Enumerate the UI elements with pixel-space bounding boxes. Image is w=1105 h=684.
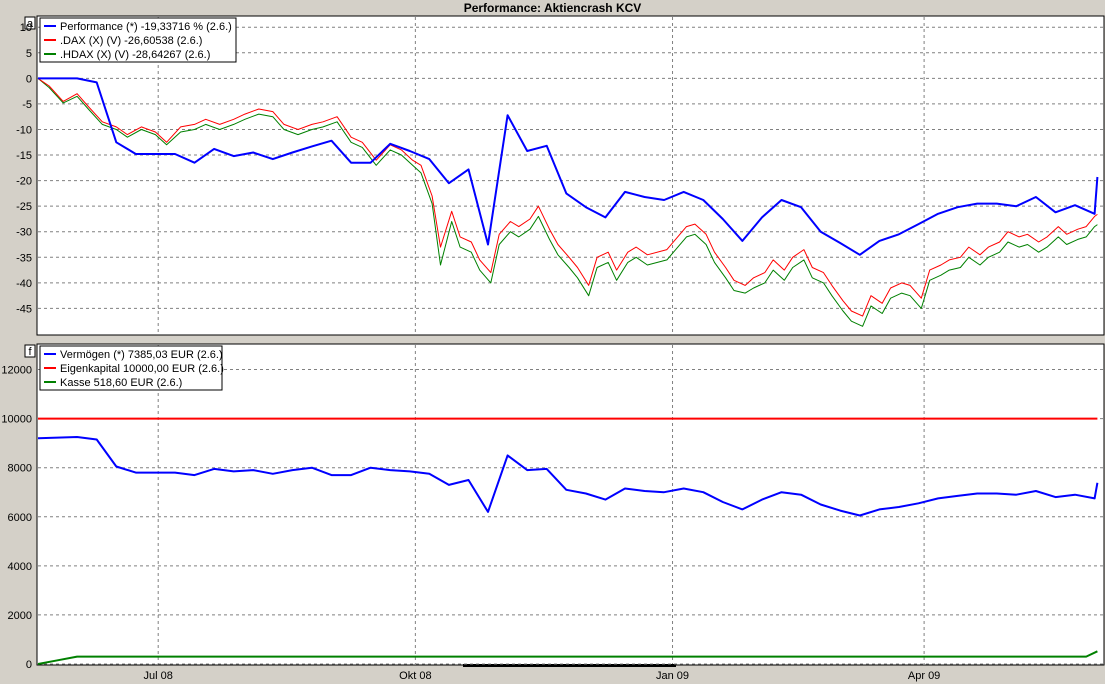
y-tick-label: 2000	[8, 610, 32, 622]
x-tick-label: Jul 08	[144, 670, 173, 682]
panel-f-marker: f	[28, 346, 32, 358]
series-line	[37, 78, 1098, 327]
performance-panel	[36, 15, 1105, 336]
x-tick-label: Jan 09	[656, 670, 689, 682]
legend-entry: .DAX (X) (V) -26,60538 (2.6.)	[60, 35, 202, 47]
y-tick-label: 0	[26, 73, 32, 85]
panel-a-marker: a	[27, 18, 34, 30]
y-tick-label: 12000	[1, 365, 32, 377]
legend-box	[39, 345, 223, 391]
wealth-panel	[36, 343, 1105, 666]
x-scroll-indicator[interactable]	[463, 664, 676, 667]
y-tick-label: 8000	[8, 463, 32, 475]
y-tick-label: -25	[16, 201, 32, 213]
y-tick-label: -10	[16, 124, 32, 136]
panel-a-marker-box[interactable]	[24, 16, 36, 30]
legend-entry: Vermögen (*) 7385,03 EUR (2.6.)	[60, 349, 223, 361]
y-tick-label: -35	[16, 252, 32, 264]
y-tick-label: -5	[22, 99, 32, 111]
y-tick-label: 5	[26, 48, 32, 60]
y-tick-label: -40	[16, 278, 32, 290]
x-tick-label: Okt 08	[399, 670, 431, 682]
series-line	[37, 77, 1098, 317]
y-tick-label: -45	[16, 303, 32, 315]
x-tick-label: Apr 09	[908, 670, 940, 682]
y-tick-label: 4000	[8, 561, 32, 573]
y-tick-label: 6000	[8, 512, 32, 524]
chart-title: Performance: Aktiencrash KCV	[463, 1, 642, 15]
legend-entry: Eigenkapital 10000,00 EUR (2.6.)	[60, 363, 224, 375]
legend-entry: Kasse 518,60 EUR (2.6.)	[60, 377, 182, 389]
series-line	[38, 77, 1099, 256]
y-tick-label: -15	[16, 150, 32, 162]
legend-box	[39, 17, 237, 63]
panel-f-marker-box[interactable]	[24, 344, 36, 358]
y-tick-label: 0	[26, 659, 32, 671]
y-tick-label: 10000	[1, 414, 32, 426]
y-tick-label: -30	[16, 227, 32, 239]
y-tick-label: -20	[16, 176, 32, 188]
legend-entry: Performance (*) -19,33716 % (2.6.)	[60, 21, 232, 33]
series-line	[37, 650, 1098, 665]
series-line	[37, 436, 1099, 517]
legend-entry: .HDAX (X) (V) -28,64267 (2.6.)	[60, 49, 210, 61]
y-tick-label: 10	[20, 22, 32, 34]
